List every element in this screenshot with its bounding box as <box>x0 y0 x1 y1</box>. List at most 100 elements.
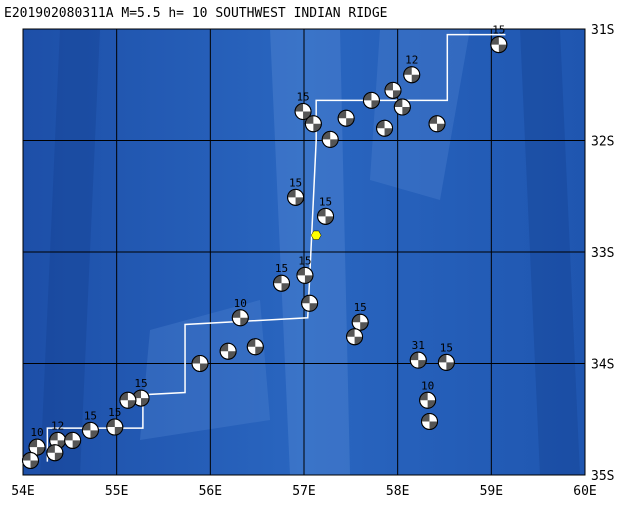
focal-mechanism <box>346 328 364 346</box>
focal-mechanism <box>28 438 46 456</box>
focal-mechanism <box>294 103 312 121</box>
beachball-edge <box>490 36 508 54</box>
focal-mechanism <box>403 66 421 84</box>
beachball-edge <box>301 294 319 312</box>
focal-mechanism <box>301 294 319 312</box>
focal-mechanism <box>421 412 439 430</box>
focal-mechanism <box>351 313 369 331</box>
beachball-quadrant <box>133 390 150 407</box>
beachball-edge <box>437 353 455 371</box>
beachball-quadrant <box>394 99 411 116</box>
focal-mechanism <box>287 188 305 206</box>
depth-label: 15 <box>289 176 302 189</box>
focal-mechanism <box>428 115 446 133</box>
beachball-edge <box>304 115 322 133</box>
focal-mechanism <box>119 391 137 409</box>
beachball-quadrant <box>22 452 39 469</box>
beachball-edge <box>384 81 402 99</box>
focal-mechanism <box>384 81 402 99</box>
y-tick-label: 34S <box>591 358 614 373</box>
depth-label: 12 <box>405 54 418 67</box>
focal-mechanism <box>46 444 64 462</box>
depth-label: 10 <box>30 426 43 439</box>
depth-label: 15 <box>134 377 147 390</box>
y-tick-label: 31S <box>591 23 614 38</box>
focal-mechanism <box>21 452 39 470</box>
beachball-quadrant <box>410 352 427 369</box>
beachball-quadrant <box>419 392 436 409</box>
y-tick-label: 32S <box>591 135 614 150</box>
beachball-edge <box>419 391 437 409</box>
focal-mechanism <box>393 98 411 116</box>
beachball-edge <box>337 109 355 127</box>
beachball-quadrant <box>82 422 99 439</box>
depth-label: 31 <box>412 339 425 352</box>
depth-label: 15 <box>440 341 453 354</box>
depth-label: 10 <box>234 297 247 310</box>
beachball-quadrant <box>106 419 123 436</box>
focal-mechanism <box>231 309 249 327</box>
depth-label: 15 <box>296 91 309 104</box>
beachball-edge <box>403 66 421 84</box>
beachball-quadrant <box>46 444 63 461</box>
beachball-edge <box>321 130 339 148</box>
beachball-quadrant <box>295 103 312 120</box>
beachball-quadrant <box>273 275 290 292</box>
focal-mechanism <box>304 115 322 133</box>
beachball-quadrant <box>352 314 369 331</box>
beachball-edge <box>421 412 439 430</box>
focal-mechanism <box>409 351 427 369</box>
beachball-quadrant <box>119 392 136 409</box>
depth-label: 15 <box>298 254 311 267</box>
beachball-edge <box>287 188 305 206</box>
y-tick-label: 35S <box>591 469 614 484</box>
focal-mechanism <box>81 421 99 439</box>
x-tick-label: 59E <box>480 484 503 499</box>
beachball-quadrant <box>490 36 507 53</box>
beachball-edge <box>21 452 39 470</box>
beachball-edge <box>362 91 380 109</box>
depth-label: 15 <box>319 195 332 208</box>
beachball-quadrant <box>322 131 339 148</box>
focal-mechanism <box>317 207 335 225</box>
beachball-edge <box>376 119 394 137</box>
focal-mechanism <box>337 109 355 127</box>
beachball-edge <box>231 309 249 327</box>
focal-mechanism <box>419 391 437 409</box>
x-tick-label: 57E <box>292 484 315 499</box>
beachball-edge <box>191 355 209 372</box>
x-tick-label: 56E <box>199 484 222 499</box>
beachball-edge <box>296 266 314 284</box>
beachball-edge <box>81 421 99 439</box>
beachball-edge <box>409 351 427 369</box>
beachball-quadrant <box>317 208 334 225</box>
beachball-quadrant <box>296 267 313 284</box>
x-tick-label: 54E <box>11 484 34 499</box>
focal-mechanism <box>490 36 508 54</box>
beachball-quadrant <box>305 115 322 132</box>
focal-mechanism <box>321 130 339 148</box>
beachball-quadrant <box>403 66 420 83</box>
beachball-quadrant <box>232 309 249 326</box>
depth-label: 10 <box>421 379 434 392</box>
beachball-quadrant <box>363 92 380 109</box>
beachball-quadrant <box>346 328 363 345</box>
focal-mechanism <box>273 274 291 292</box>
focal-mechanism <box>362 91 380 109</box>
depth-label: 15 <box>492 24 505 37</box>
beachball-quadrant <box>64 432 81 449</box>
focal-mechanism <box>296 266 314 284</box>
title: E201902080311A M=5.5 h= 10 SOUTHWEST IND… <box>4 6 388 21</box>
focal-mechanism <box>132 389 150 407</box>
beachball-quadrant <box>220 343 237 360</box>
beachball-edge <box>294 103 312 121</box>
beachball-quadrant <box>384 82 401 99</box>
map-frame <box>22 28 586 476</box>
beachball-quadrant <box>421 413 438 430</box>
beachball-quadrant <box>287 189 304 206</box>
beachball-edge <box>393 98 411 116</box>
beachball-quadrant <box>29 439 46 456</box>
beachball-edge <box>346 328 364 346</box>
beachball-edge <box>46 444 64 462</box>
